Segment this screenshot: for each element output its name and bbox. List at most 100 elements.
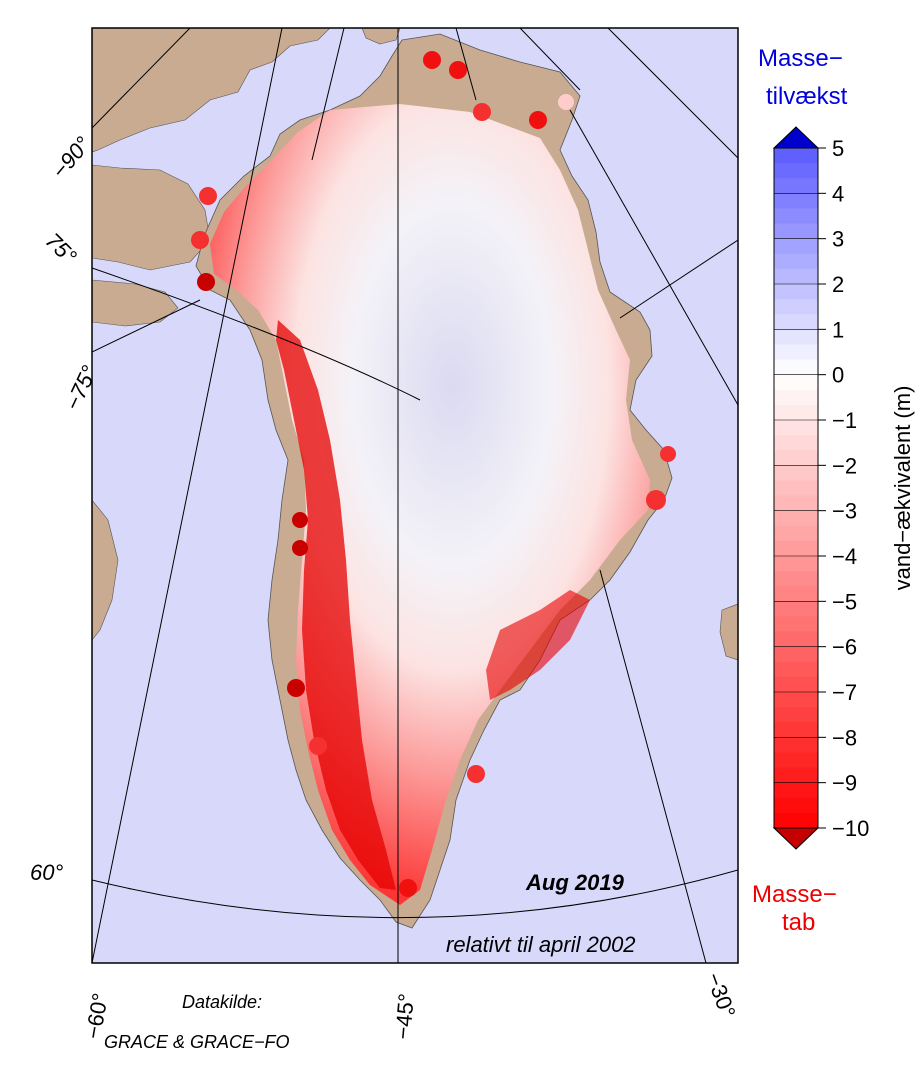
colorbar-cell <box>774 480 818 497</box>
meridian-line <box>569 109 738 406</box>
colorbar-tick-label: 5 <box>832 136 844 161</box>
southeast-loss <box>486 590 590 700</box>
colorbar-cell <box>774 525 818 542</box>
lon-label: −45° <box>390 992 419 1040</box>
colorbar-tick-label: −7 <box>832 680 857 705</box>
colorbar-cell <box>774 223 818 240</box>
latitude-60-line <box>92 869 738 919</box>
colorbar-cell <box>774 556 818 572</box>
colorbar-cell <box>774 344 818 361</box>
colorbar-tick-label: −6 <box>832 635 857 660</box>
colorbar-cell <box>774 238 818 255</box>
colorbar-tick-label: 1 <box>832 317 844 342</box>
colorbar-cell <box>774 495 818 512</box>
colorbar-cell <box>774 268 818 285</box>
canada-land <box>92 28 331 153</box>
colorbar-cell <box>774 737 818 753</box>
colorbar-cell <box>774 661 818 678</box>
colorbar-cell <box>774 389 818 406</box>
latitude-75-line <box>92 267 421 401</box>
meridian-line <box>599 569 707 963</box>
colorbar-cell <box>774 299 818 315</box>
lat-label: 75° <box>40 228 81 269</box>
colorbar-cell <box>774 208 818 225</box>
loss-cell <box>473 103 491 121</box>
colorbar-cell <box>774 163 818 179</box>
colorbar-cell <box>774 178 818 194</box>
meridian-line <box>311 28 345 161</box>
meridian-line <box>607 28 738 159</box>
colorbar-axis-title: vand−ækvivalent (m) <box>890 386 915 591</box>
meridian-line <box>519 28 581 91</box>
colorbar-tick-label: −4 <box>832 544 857 569</box>
reference-label: relativt til april 2002 <box>446 932 636 957</box>
loss-cell <box>287 679 305 697</box>
colorbar-tick-label: −10 <box>832 816 869 841</box>
colorbar-cell <box>774 616 818 633</box>
colorbar-bottom-label: tab <box>782 909 815 936</box>
colorbar-tick-label: −8 <box>832 725 857 750</box>
colorbar-cell <box>774 465 818 481</box>
meridian-line <box>619 239 738 319</box>
meridian-line <box>92 28 191 129</box>
colorbar-cell <box>774 812 818 829</box>
source-value: GRACE & GRACE−FO <box>104 1032 290 1052</box>
loss-cell <box>292 512 308 528</box>
colorbar-cell <box>774 586 818 602</box>
arctic-island <box>719 603 738 661</box>
colorbar-tick-label: −1 <box>832 408 857 433</box>
source-label: Datakilde: <box>182 992 262 1012</box>
loss-cell <box>191 231 209 249</box>
colorbar-cell <box>774 450 818 466</box>
canada-land <box>92 499 119 641</box>
loss-cell <box>399 879 417 897</box>
colorbar-top-label: tilvækst <box>766 83 848 110</box>
graticule <box>92 28 738 963</box>
colorbar-cell <box>774 797 818 814</box>
colorbar-cell <box>774 284 818 300</box>
date-label: Aug 2019 <box>525 870 625 895</box>
lat-label: 60° <box>30 860 63 885</box>
colorbar-cell <box>774 782 818 799</box>
colorbar-cell <box>774 314 818 330</box>
loss-cell <box>423 51 441 69</box>
map-frame <box>91 27 739 964</box>
colorbar-cell <box>774 692 818 708</box>
lat-label: −90° <box>47 132 96 184</box>
colorbar-cell <box>774 571 818 587</box>
colorbar-tick-label: −9 <box>832 771 857 796</box>
colorbar-cell <box>774 193 818 209</box>
colorbar-cell <box>774 435 818 451</box>
loss-cell <box>197 273 215 291</box>
colorbar-bottom-label: Masse− <box>752 881 837 908</box>
colorbar-cell <box>774 631 818 648</box>
colorbar-cell <box>774 329 818 345</box>
colorbar-cell <box>774 767 818 784</box>
colorbar-top-label: Masse− <box>758 45 843 72</box>
meridian-line <box>455 28 477 101</box>
meridian-line <box>92 28 283 963</box>
loss-cell <box>646 490 666 510</box>
loss-cell <box>558 94 574 110</box>
loss-cell <box>199 187 217 205</box>
loss-cell <box>309 737 327 755</box>
colorbar-tick-label: 4 <box>832 181 844 206</box>
colorbar-cell <box>774 374 818 391</box>
colorbar-tick-label: 0 <box>832 363 844 388</box>
west-coast-loss <box>276 320 396 890</box>
colorbar-cell <box>774 359 818 376</box>
colorbar-cell <box>774 752 818 769</box>
colorbar-cell <box>774 540 818 557</box>
colorbar-cell <box>774 253 818 270</box>
colorbar-cell <box>774 148 818 164</box>
colorbar-tick-label: 3 <box>832 227 844 252</box>
canada-land <box>361 28 401 45</box>
colorbar: 5 4 3 2 1 0 −1 −2 −3 −4 −5 −6 −7 −8 −9 −10 <box>772 126 869 850</box>
colorbar-cell <box>774 510 818 527</box>
colorbar-cell <box>774 722 818 738</box>
colorbar-tick-label: −5 <box>832 589 857 614</box>
loss-cell <box>292 540 308 556</box>
colorbar-bottom-arrow <box>772 827 820 850</box>
colorbar-tick-label: −2 <box>832 453 857 478</box>
